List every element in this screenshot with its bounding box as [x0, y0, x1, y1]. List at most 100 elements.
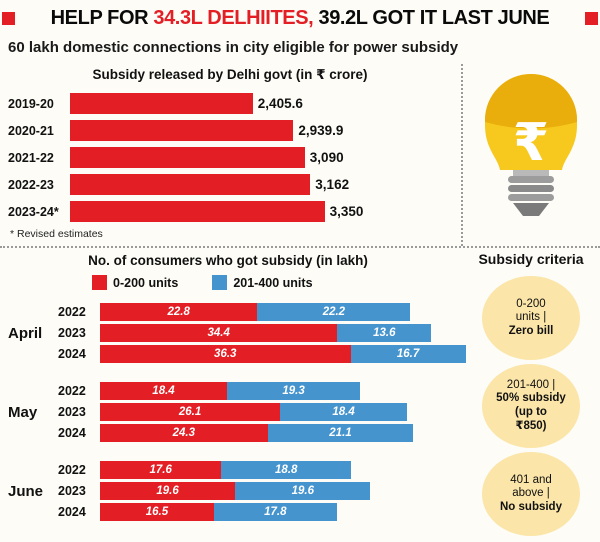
legend-label: 201-400 units — [233, 275, 313, 290]
segment-value: 19.3 — [282, 385, 305, 397]
page-title: HELP FOR 34.3L DELHIITES, 39.2L GOT IT L… — [15, 7, 585, 30]
segment-value: 19.6 — [291, 485, 314, 497]
subheadline: 60 lakh domestic connections in city eli… — [8, 39, 459, 56]
subsidy-bar — [70, 93, 253, 114]
criteria-badge-0-200: 0-200 units | Zero bill — [482, 276, 580, 360]
bar-row: 2020-21 2,939.9 — [8, 117, 363, 144]
badge-line: No subsidy — [500, 500, 562, 513]
blue-swatch-icon — [212, 275, 228, 290]
blue-segment: 18.4 — [280, 403, 408, 421]
bar-row: 2023-24* 3,350 — [8, 198, 363, 225]
bulb-tip — [513, 203, 549, 216]
stacked-row: 2024 36.3 16.7 — [58, 345, 466, 363]
year-label: 2024 — [58, 505, 86, 519]
blue-segment: 19.6 — [235, 482, 371, 500]
red-swatch-icon — [92, 275, 107, 290]
red-segment: 24.3 — [100, 424, 268, 442]
segment-value: 26.1 — [178, 406, 202, 418]
blue-segment: 17.8 — [213, 503, 337, 521]
segment-value: 16.5 — [145, 506, 169, 518]
blue-segment: 16.7 — [350, 345, 466, 363]
bulb-dome — [485, 74, 577, 129]
bar-row: 2022-23 3,162 — [8, 171, 363, 198]
year-label: 2022 — [58, 384, 86, 398]
red-segment: 19.6 — [100, 482, 236, 500]
month-label: April — [8, 324, 43, 342]
bar-value: 3,090 — [309, 150, 344, 165]
red-square-left-icon — [2, 11, 15, 25]
month-rows: 2022 22.8 22.2 2023 34.4 13.6 2024 36.3 … — [58, 303, 466, 363]
year-label: 2023 — [58, 484, 86, 498]
segment-value: 13.6 — [373, 327, 396, 339]
badge-line: 50% subsidy — [496, 392, 566, 405]
badge-line: (up to — [515, 406, 547, 418]
red-segment: 26.1 — [100, 403, 281, 421]
footnote: * Revised estimates — [10, 228, 103, 240]
stacked-bar-chart: April 2022 22.8 22.2 2023 34.4 13.6 2024… — [8, 303, 466, 521]
red-segment: 36.3 — [100, 345, 351, 363]
year-label: 2019-20 — [8, 96, 54, 111]
year-label: 2024 — [58, 426, 86, 440]
month-rows: 2022 18.4 19.3 2023 26.1 18.4 2024 24.3 … — [58, 382, 414, 442]
badge-line: 401 and — [510, 473, 552, 486]
segment-value: 21.1 — [329, 427, 352, 439]
badge-line: 0-200 — [516, 297, 546, 310]
badge-line: units | — [515, 311, 547, 324]
bulb-neck — [513, 170, 549, 176]
criteria-badges: 0-200 units | Zero bill 201-400 | 50% su… — [462, 276, 600, 536]
horizontal-dotted-divider — [0, 246, 600, 248]
legend-label: 0-200 units — [113, 275, 179, 290]
blue-segment: 13.6 — [337, 324, 432, 342]
subsidy-bar-chart: 2019-20 2,405.6 2020-21 2,939.9 2021-22 … — [8, 90, 363, 225]
legend-item-red: 0-200 units — [92, 275, 178, 290]
segment-value: 36.3 — [214, 348, 237, 360]
blue-segment: 21.1 — [267, 424, 414, 442]
stacked-row: 2024 16.5 17.8 — [58, 503, 370, 521]
segment-value: 24.3 — [172, 427, 196, 439]
stacked-row: 2022 22.8 22.2 — [58, 303, 466, 321]
bulb-screw-ridge — [508, 185, 554, 192]
year-label: 2023-24* — [8, 204, 59, 219]
segment-value: 22.2 — [322, 306, 346, 318]
month-label: June — [8, 482, 44, 500]
badge-line: above | — [512, 487, 550, 500]
segment-value: 18.4 — [152, 385, 175, 397]
year-label: 2024 — [58, 347, 86, 361]
bar-row: 2019-20 2,405.6 — [8, 90, 363, 117]
blue-segment: 22.2 — [257, 303, 411, 321]
year-label: 2023 — [58, 326, 86, 340]
title-part2: 39.2L GOT IT LAST JUNE — [313, 6, 550, 29]
subsidy-bar — [70, 120, 294, 141]
stacked-row: 2023 19.6 19.6 — [58, 482, 371, 500]
stacked-row: 2023 34.4 13.6 — [58, 324, 466, 342]
legend: 0-200 units 201-400 units — [92, 275, 313, 290]
stacked-row: 2023 26.1 18.4 — [58, 403, 413, 421]
red-square-right-icon — [585, 11, 598, 25]
segment-value: 17.6 — [149, 464, 172, 476]
criteria-badge-201-400: 201-400 | 50% subsidy (up to ₹850) — [482, 364, 580, 448]
month-group-april: April 2022 22.8 22.2 2023 34.4 13.6 2024… — [8, 303, 466, 363]
criteria-badge-401-above: 401 and above | No subsidy — [482, 452, 580, 536]
year-label: 2022 — [58, 463, 86, 477]
badge-line: 201-400 | — [506, 378, 556, 391]
subsidy-bar — [70, 201, 325, 222]
segment-value: 16.7 — [396, 348, 420, 360]
stacked-row: 2024 24.3 21.1 — [58, 424, 414, 442]
year-label: 2021-22 — [8, 150, 54, 165]
red-segment: 17.6 — [100, 461, 222, 479]
bar-value: 3,350 — [329, 204, 364, 219]
legend-item-blue: 201-400 units — [212, 275, 313, 290]
bulb-illustration: ₹ — [462, 58, 600, 235]
blue-segment: 18.8 — [221, 461, 352, 479]
bulb-screw-ridge — [508, 176, 554, 183]
title-highlight: 34.3L DELHIITES, — [153, 6, 314, 29]
red-segment: 22.8 — [100, 303, 258, 321]
month-group-may: May 2022 18.4 19.3 2023 26.1 18.4 2024 2… — [8, 382, 466, 442]
chart1-title: Subsidy released by Delhi govt (in ₹ cro… — [92, 67, 368, 82]
bar-row: 2021-22 3,090 — [8, 144, 363, 171]
year-label: 2022 — [58, 305, 86, 319]
vertical-dotted-divider — [461, 64, 463, 246]
red-segment: 18.4 — [100, 382, 227, 400]
bar-value: 3,162 — [315, 177, 350, 192]
segment-value: 19.6 — [156, 485, 179, 497]
